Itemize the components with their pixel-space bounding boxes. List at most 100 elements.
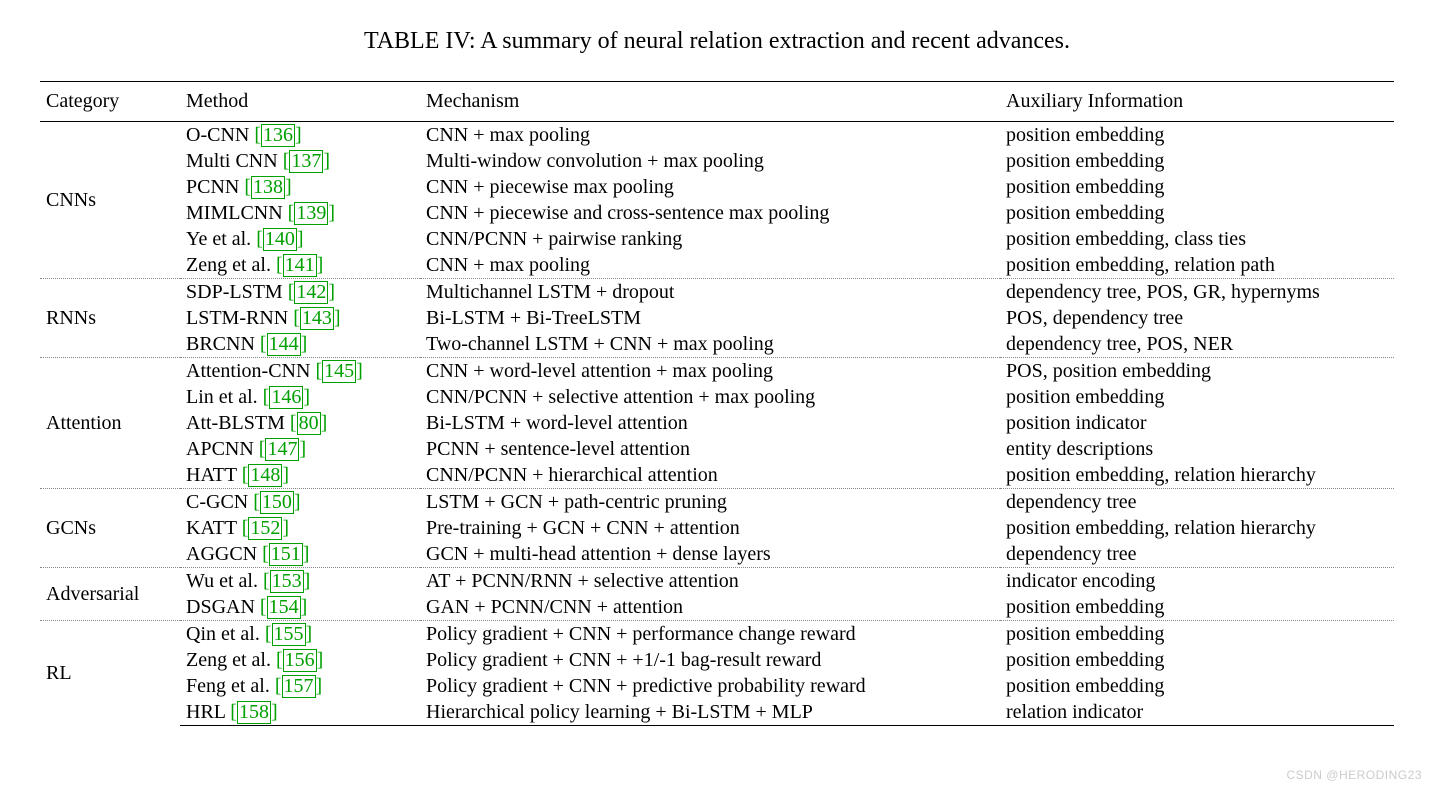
citation-link[interactable]: 137 [289,150,323,173]
method-cell: Wu et al. [153] [180,568,420,595]
aux-info-cell: position embedding [1000,647,1394,673]
cite-open-bracket: [ [244,176,251,198]
citation-link[interactable]: 138 [251,176,285,199]
table-row: HRL [158]Hierarchical policy learning + … [40,699,1394,726]
citation-link[interactable]: 139 [294,202,328,225]
method-name: Wu et al. [186,570,263,592]
cite-open-bracket: [ [230,701,237,723]
method-cell: O-CNN [136] [180,122,420,149]
cite-close-bracket: ] [299,438,306,460]
aux-info-cell: indicator encoding [1000,568,1394,595]
table-caption: TABLE IV: A summary of neural relation e… [40,28,1394,55]
table-row: HATT [148]CNN/PCNN + hierarchical attent… [40,462,1394,489]
cite-close-bracket: ] [301,596,308,618]
method-cell: LSTM-RNN [143] [180,305,420,331]
cite-open-bracket: [ [293,307,300,329]
mechanism-cell: Multi-window convolution + max pooling [420,148,1000,174]
cite-close-bracket: ] [303,543,310,565]
method-cell: Attention-CNN [145] [180,358,420,385]
cite-open-bracket: [ [259,438,266,460]
method-name: Qin et al. [186,623,265,645]
citation-link[interactable]: 147 [265,438,299,461]
mechanism-cell: CNN/PCNN + hierarchical attention [420,462,1000,489]
aux-info-cell: position embedding [1000,122,1394,149]
method-cell: MIMLCNN [139] [180,200,420,226]
col-method: Method [180,82,420,122]
citation-link[interactable]: 140 [263,228,297,251]
table-row: Att-BLSTM [80]Bi-LSTM + word-level atten… [40,410,1394,436]
table-row: MIMLCNN [139]CNN + piecewise and cross-s… [40,200,1394,226]
aux-info-cell: position embedding [1000,621,1394,648]
method-cell: BRCNN [144] [180,331,420,358]
citation-link[interactable]: 148 [248,464,282,487]
mechanism-cell: Pre-training + GCN + CNN + attention [420,515,1000,541]
category-cell: Adversarial [40,568,180,621]
table-row: Feng et al. [157]Policy gradient + CNN +… [40,673,1394,699]
cite-open-bracket: [ [256,228,263,250]
citation-link[interactable]: 156 [283,649,317,672]
cite-open-bracket: [ [288,281,295,303]
mechanism-cell: CNN/PCNN + pairwise ranking [420,226,1000,252]
citation-link[interactable]: 146 [269,386,303,409]
category-cell: CNNs [40,122,180,279]
citation-link[interactable]: 152 [248,517,282,540]
watermark: CSDN @HERODING23 [1286,768,1422,782]
table-row: BRCNN [144]Two-channel LSTM + CNN + max … [40,331,1394,358]
cite-close-bracket: ] [323,150,330,172]
aux-info-cell: position embedding [1000,384,1394,410]
cite-close-bracket: ] [306,623,313,645]
table-row: AdversarialWu et al. [153]AT + PCNN/RNN … [40,568,1394,595]
method-name: DSGAN [186,596,260,618]
table-body: CNNsO-CNN [136]CNN + max poolingposition… [40,122,1394,726]
citation-link[interactable]: 157 [282,675,316,698]
citation-link[interactable]: 80 [297,412,321,435]
table-row: RNNsSDP-LSTM [142]Multichannel LSTM + dr… [40,279,1394,306]
method-name: PCNN [186,176,244,198]
citation-link[interactable]: 155 [272,623,306,646]
table-row: AttentionAttention-CNN [145]CNN + word-l… [40,358,1394,385]
citation-link[interactable]: 150 [260,491,294,514]
citation-link[interactable]: 143 [300,307,334,330]
aux-info-cell: position embedding [1000,148,1394,174]
cite-open-bracket: [ [275,675,282,697]
table-row: Zeng et al. [156]Policy gradient + CNN +… [40,647,1394,673]
citation-link[interactable]: 153 [270,570,304,593]
cite-open-bracket: [ [242,517,249,539]
method-name: Att-BLSTM [186,412,290,434]
cite-close-bracket: ] [328,281,335,303]
method-name: O-CNN [186,124,254,146]
aux-info-cell: dependency tree [1000,489,1394,516]
method-cell: Att-BLSTM [80] [180,410,420,436]
citation-link[interactable]: 141 [283,254,317,277]
method-name: KATT [186,517,242,539]
method-name: AGGCN [186,543,262,565]
method-cell: AGGCN [151] [180,541,420,568]
citation-link[interactable]: 158 [237,701,271,724]
table-row: LSTM-RNN [143]Bi-LSTM + Bi-TreeLSTMPOS, … [40,305,1394,331]
table-row: PCNN [138]CNN + piecewise max poolingpos… [40,174,1394,200]
citation-link[interactable]: 136 [261,124,295,147]
citation-link[interactable]: 151 [269,543,303,566]
mechanism-cell: Policy gradient + CNN + predictive proba… [420,673,1000,699]
cite-open-bracket: [ [254,124,261,146]
citation-link[interactable]: 145 [322,360,356,383]
method-cell: DSGAN [154] [180,594,420,621]
method-name: Attention-CNN [186,360,315,382]
aux-info-cell: position embedding [1000,673,1394,699]
cite-close-bracket: ] [316,675,323,697]
citation-link[interactable]: 142 [294,281,328,304]
citation-link[interactable]: 154 [267,596,301,619]
cite-open-bracket: [ [290,412,297,434]
mechanism-cell: CNN + max pooling [420,252,1000,279]
table-row: KATT [152]Pre-training + GCN + CNN + att… [40,515,1394,541]
aux-info-cell: position embedding, class ties [1000,226,1394,252]
aux-info-cell: POS, dependency tree [1000,305,1394,331]
method-cell: Zeng et al. [156] [180,647,420,673]
cite-close-bracket: ] [328,202,335,224]
cite-close-bracket: ] [297,228,304,250]
method-name: MIMLCNN [186,202,288,224]
mechanism-cell: Policy gradient + CNN + +1/-1 bag-result… [420,647,1000,673]
citation-link[interactable]: 144 [267,333,301,356]
aux-info-cell: entity descriptions [1000,436,1394,462]
category-cell: Attention [40,358,180,489]
